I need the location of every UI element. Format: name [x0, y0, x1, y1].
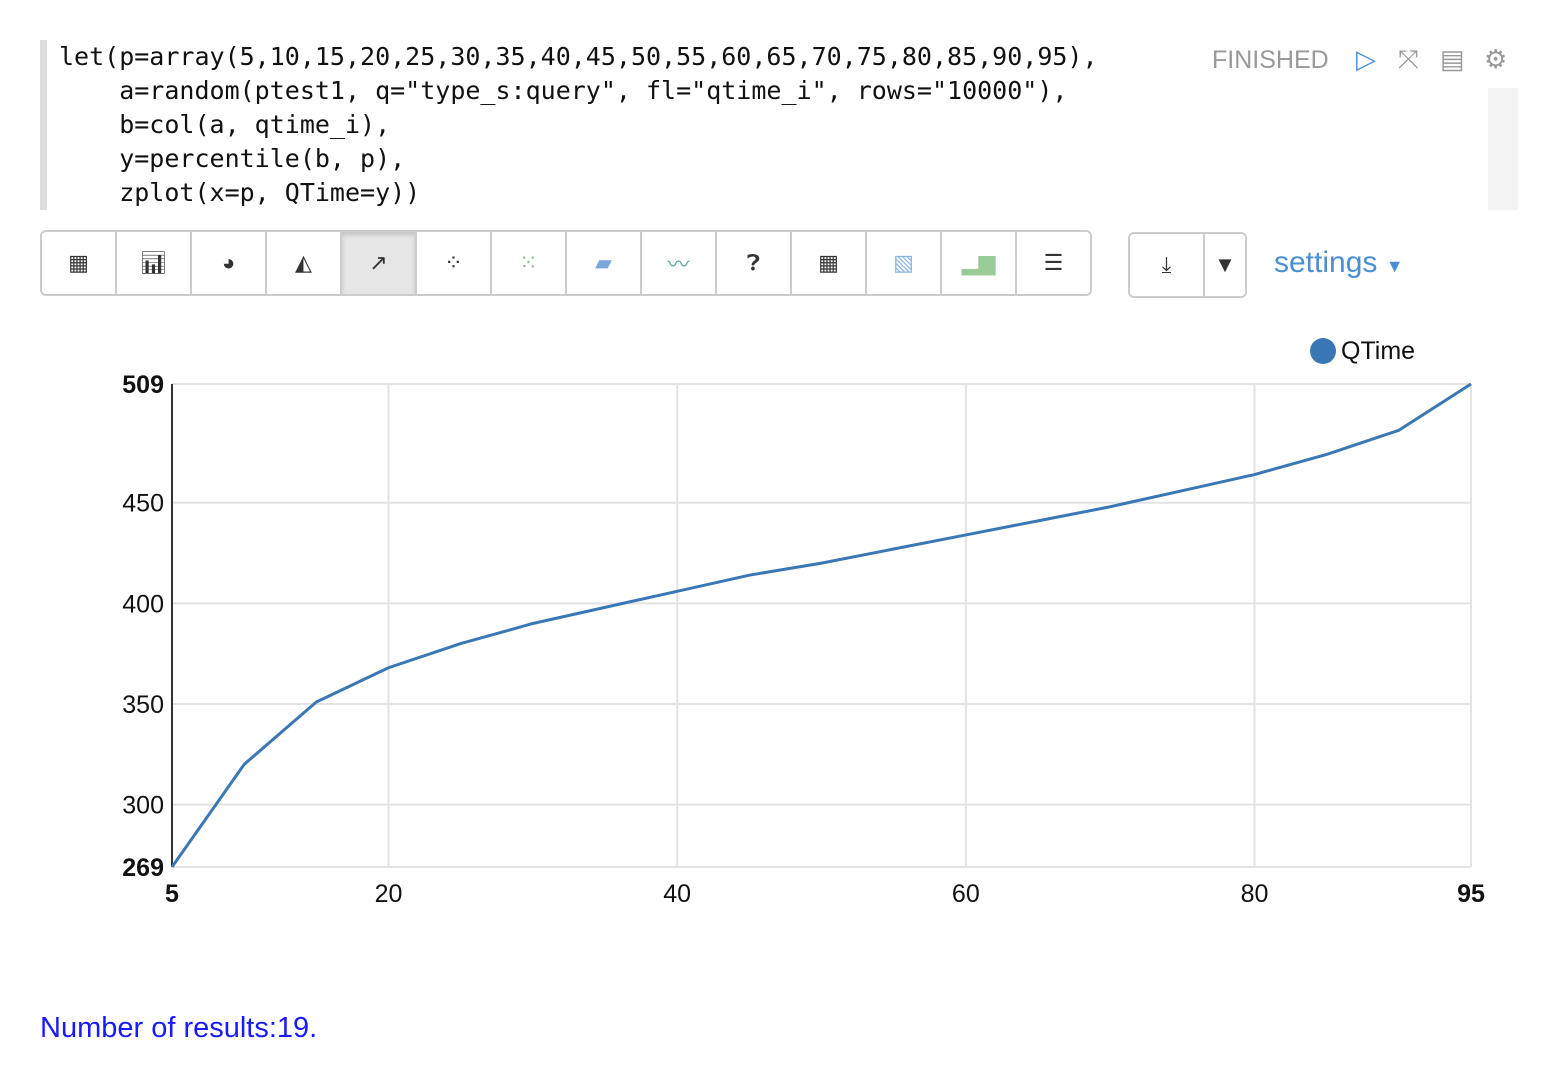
- editor-scrollbar[interactable]: [1488, 88, 1518, 210]
- code-text: let(p=array(5,10,15,20,25,30,35,40,45,50…: [47, 40, 1487, 210]
- x-tick-label: 40: [663, 880, 691, 908]
- code-line: y=percentile(b, p),: [59, 144, 406, 173]
- pie-chart-icon[interactable]: ◕: [192, 232, 267, 294]
- chevron-down-icon[interactable]: ▼: [1205, 234, 1245, 296]
- collapse-icon[interactable]: ⤧: [1398, 44, 1419, 74]
- code-editor[interactable]: let(p=array(5,10,15,20,25,30,35,40,45,50…: [40, 40, 1487, 210]
- y-tick-label: 269: [122, 854, 164, 882]
- legend-swatch: [1310, 338, 1336, 364]
- x-tick-label: 5: [165, 880, 179, 908]
- area-chart-icon[interactable]: ◭: [267, 232, 342, 294]
- code-line: a=random(ptest1, q="type_s:query", fl="q…: [59, 76, 1068, 105]
- scatter-chart-icon[interactable]: ⁘: [417, 232, 492, 294]
- y-tick-label: 350: [122, 691, 164, 719]
- y-tick-label: 300: [122, 792, 164, 820]
- gear-icon[interactable]: ⚙: [1484, 44, 1508, 74]
- help-icon[interactable]: ❓︎: [717, 232, 792, 294]
- status-label: FINISHED: [1212, 46, 1329, 74]
- code-line: zplot(x=p, QTime=y)): [59, 178, 421, 207]
- book-icon[interactable]: ▤: [1440, 44, 1465, 74]
- align-center-icon[interactable]: ☰: [1017, 232, 1090, 294]
- download-group: ⤓ ▼: [1128, 232, 1247, 298]
- multi-line-icon[interactable]: 〰: [642, 232, 717, 294]
- chart-type-toolbar: ▦ 📊︎ ◕ ◭ ↗ ⁘ ⁙ ▰ 〰 ❓︎ ▦ ▧ ▂▆ ☰: [40, 230, 1092, 296]
- settings-dropdown[interactable]: settings ▼: [1274, 246, 1404, 280]
- column-chart-icon[interactable]: ▂▆: [942, 232, 1017, 294]
- bubble-chart-icon[interactable]: ⁙: [492, 232, 567, 294]
- y-tick-label: 509: [122, 371, 164, 399]
- x-tick-label: 80: [1241, 880, 1269, 908]
- line-chart-icon[interactable]: ↗: [342, 232, 417, 294]
- x-tick-label: 60: [952, 880, 980, 908]
- line-chart: 269 300 350 400 450 509 5 20 40 60 80 95 QTime: [122, 337, 1485, 908]
- x-tick-label: 20: [375, 880, 403, 908]
- y-tick-label: 450: [122, 490, 164, 518]
- settings-label: settings: [1274, 246, 1378, 279]
- download-icon[interactable]: ⤓: [1130, 234, 1205, 296]
- caret-down-icon: ▼: [1385, 256, 1404, 276]
- legend-label: QTime: [1341, 337, 1415, 365]
- code-line: let(p=array(5,10,15,20,25,30,35,40,45,50…: [59, 42, 1098, 71]
- stacked-area-icon[interactable]: ▰: [567, 232, 642, 294]
- table-icon[interactable]: ▦: [42, 232, 117, 294]
- bar-chart-icon[interactable]: 📊︎: [117, 232, 192, 294]
- run-icon[interactable]: ▷: [1356, 44, 1376, 74]
- heatmap-icon[interactable]: ▧: [867, 232, 942, 294]
- results-count: Number of results:19.: [40, 1012, 318, 1044]
- grid-icon[interactable]: ▦: [792, 232, 867, 294]
- y-tick-label: 400: [122, 590, 164, 618]
- series-line: [170, 382, 1472, 868]
- code-line: b=col(a, qtime_i),: [59, 110, 391, 139]
- x-tick-label: 95: [1457, 880, 1485, 908]
